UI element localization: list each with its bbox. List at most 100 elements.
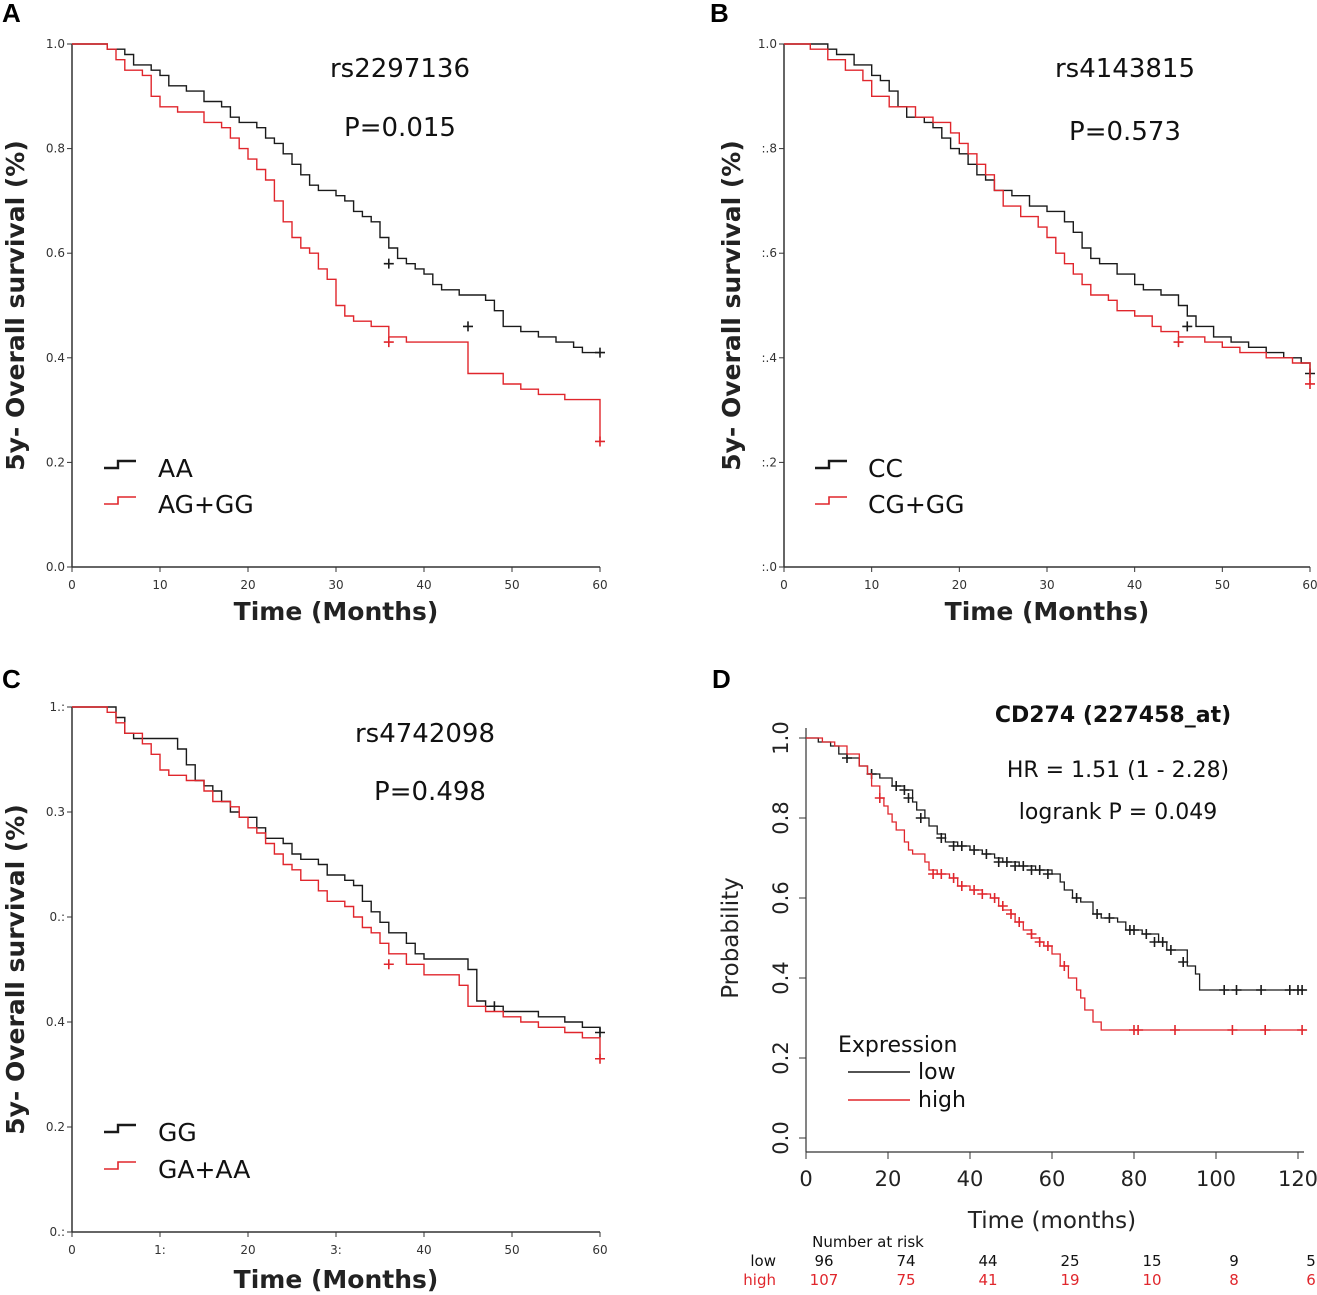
censor-mark	[1256, 985, 1267, 995]
risk-value-low: 96	[814, 1252, 833, 1270]
x-tick-label: 0	[799, 1167, 812, 1191]
risk-row-label-low: low	[750, 1252, 776, 1270]
x-axis-title: Time (Months)	[234, 597, 439, 626]
censor-mark	[936, 833, 947, 843]
x-tick-label: 0	[68, 578, 76, 592]
censor-mark	[1260, 1025, 1271, 1035]
censor-mark	[1173, 337, 1184, 348]
y-tick-label: 0.2	[46, 1120, 65, 1134]
legend-item-high-label: high	[918, 1088, 966, 1113]
y-axis-title: 5y- Overall survival (%)	[717, 140, 746, 471]
censor-mark	[1157, 937, 1168, 947]
censor-mark	[1297, 985, 1308, 995]
y-tick-label: 0.4	[46, 1015, 65, 1029]
x-tick-label: 30	[1039, 578, 1054, 592]
panel-c: C 0 1: 20 3: 40 50 60 0.: 0.2 0.4 0.: 0.3 1.: Time (Mo…	[1, 664, 608, 1294]
x-tick-label: 40	[416, 578, 431, 592]
x-tick-label: 0	[780, 578, 788, 592]
y-tick-label: 0.6	[46, 246, 65, 260]
legend-item-gg-label: GG	[158, 1118, 197, 1147]
y-tick-label: 0.:	[50, 1225, 66, 1239]
y-tick-label: 0.4	[46, 351, 65, 365]
censor-mark	[595, 1027, 605, 1038]
x-tick-label: 60	[592, 1243, 607, 1257]
censor-mark	[1165, 945, 1176, 955]
y-axis-title: 5y- Overall survival (%)	[1, 140, 30, 471]
censor-mark	[1231, 985, 1242, 995]
y-tick-label: 1.0	[46, 37, 65, 51]
censor-mark	[997, 901, 1008, 911]
censor-mark	[1018, 861, 1029, 871]
x-tick-label: 40	[1127, 578, 1142, 592]
legend-item-cc-swatch	[815, 459, 847, 470]
x-tick-label: 60	[1302, 578, 1317, 592]
x-tick-label: 40	[416, 1243, 431, 1257]
p-value-text: P=0.573	[1069, 117, 1181, 147]
panel-letter: D	[712, 664, 731, 694]
panel-a: A 0 10 20 30 40 50 60 0.0 0.2 0.4 0.6 0.8 1.0 Time (Mo…	[1, 0, 608, 626]
censor-mark	[981, 849, 992, 859]
x-tick-label: 20	[240, 1243, 255, 1257]
risk-value-high: 19	[1060, 1271, 1079, 1289]
y-tick-label: 0.:	[50, 910, 66, 924]
survival-curve-cc	[784, 43, 1311, 374]
censor-mark	[969, 845, 980, 855]
censor-mark	[1092, 909, 1103, 919]
censor-mark	[903, 793, 914, 803]
x-tick-label: 3:	[330, 1243, 342, 1257]
p-value-text: logrank P = 0.049	[1019, 800, 1217, 825]
censor-mark	[1297, 1025, 1308, 1035]
censor-mark	[1133, 1025, 1144, 1035]
risk-value-high: 6	[1306, 1271, 1316, 1289]
legend-item-cg-gg-swatch	[815, 496, 847, 505]
y-tick-label: 1.:	[50, 700, 66, 714]
x-axis-title: Time (Months)	[945, 597, 1150, 626]
censor-mark	[1182, 321, 1193, 332]
y-tick-label: :.2	[762, 455, 778, 469]
chart-title: rs4742098	[355, 719, 495, 749]
x-tick-label: 20	[875, 1167, 902, 1191]
x-axis-title: Time (Months)	[234, 1265, 439, 1294]
x-tick-label: 0	[68, 1243, 76, 1257]
legend-item-cc-label: CC	[868, 454, 903, 483]
x-tick-label: 40	[957, 1167, 984, 1191]
chart-title: rs4143815	[1055, 54, 1195, 84]
censor-mark	[1034, 937, 1045, 947]
censor-mark	[1141, 929, 1152, 939]
censor-mark	[977, 889, 988, 899]
survival-curve-gg	[72, 706, 601, 1033]
survival-curve-ag-gg	[72, 43, 601, 442]
survival-curve-aa	[72, 43, 600, 354]
panel-b: B 0 10 20 30 40 50 60:.0:.2:.4:.6:.8 1.0 Time (Mo…	[710, 0, 1317, 626]
survival-curve-ga-aa	[72, 706, 601, 1059]
censor-mark	[1006, 909, 1016, 919]
x-tick-label: 60	[592, 578, 607, 592]
censor-mark	[1178, 957, 1189, 967]
censor-mark	[383, 258, 394, 269]
y-tick-label: 0.3	[46, 805, 65, 819]
panel-letter: C	[2, 664, 21, 694]
panel-letter: A	[2, 0, 21, 28]
risk-value-low: 74	[896, 1252, 915, 1270]
x-tick-label: 80	[1121, 1167, 1148, 1191]
censor-mark	[1129, 925, 1139, 935]
x-tick-label: 10	[864, 578, 879, 592]
x-tick-label: 30	[328, 578, 343, 592]
chart-title: rs2297136	[330, 54, 470, 84]
risk-value-high: 75	[896, 1271, 915, 1289]
y-tick-label: 0.0	[46, 560, 65, 574]
x-tick-label: 20	[240, 578, 255, 592]
censor-mark	[383, 959, 394, 970]
survival-curve-cg-gg	[784, 43, 1311, 384]
censor-mark	[595, 436, 605, 447]
panel-d: D 0 20 40 60 80 100 120 0.0 0.2 0.4 0.6 0.8 1.0 Time (…	[712, 664, 1317, 1289]
censor-mark	[948, 873, 959, 883]
censor-mark	[1026, 929, 1037, 939]
legend-item-gg-swatch	[104, 1123, 136, 1134]
censor-mark	[915, 813, 926, 823]
censor-mark	[891, 781, 902, 791]
censor-mark	[383, 337, 394, 348]
legend-item-ga-aa-swatch	[104, 1161, 136, 1170]
legend-item-aa-swatch	[104, 459, 136, 470]
x-axis-title: Time (months)	[967, 1208, 1136, 1234]
